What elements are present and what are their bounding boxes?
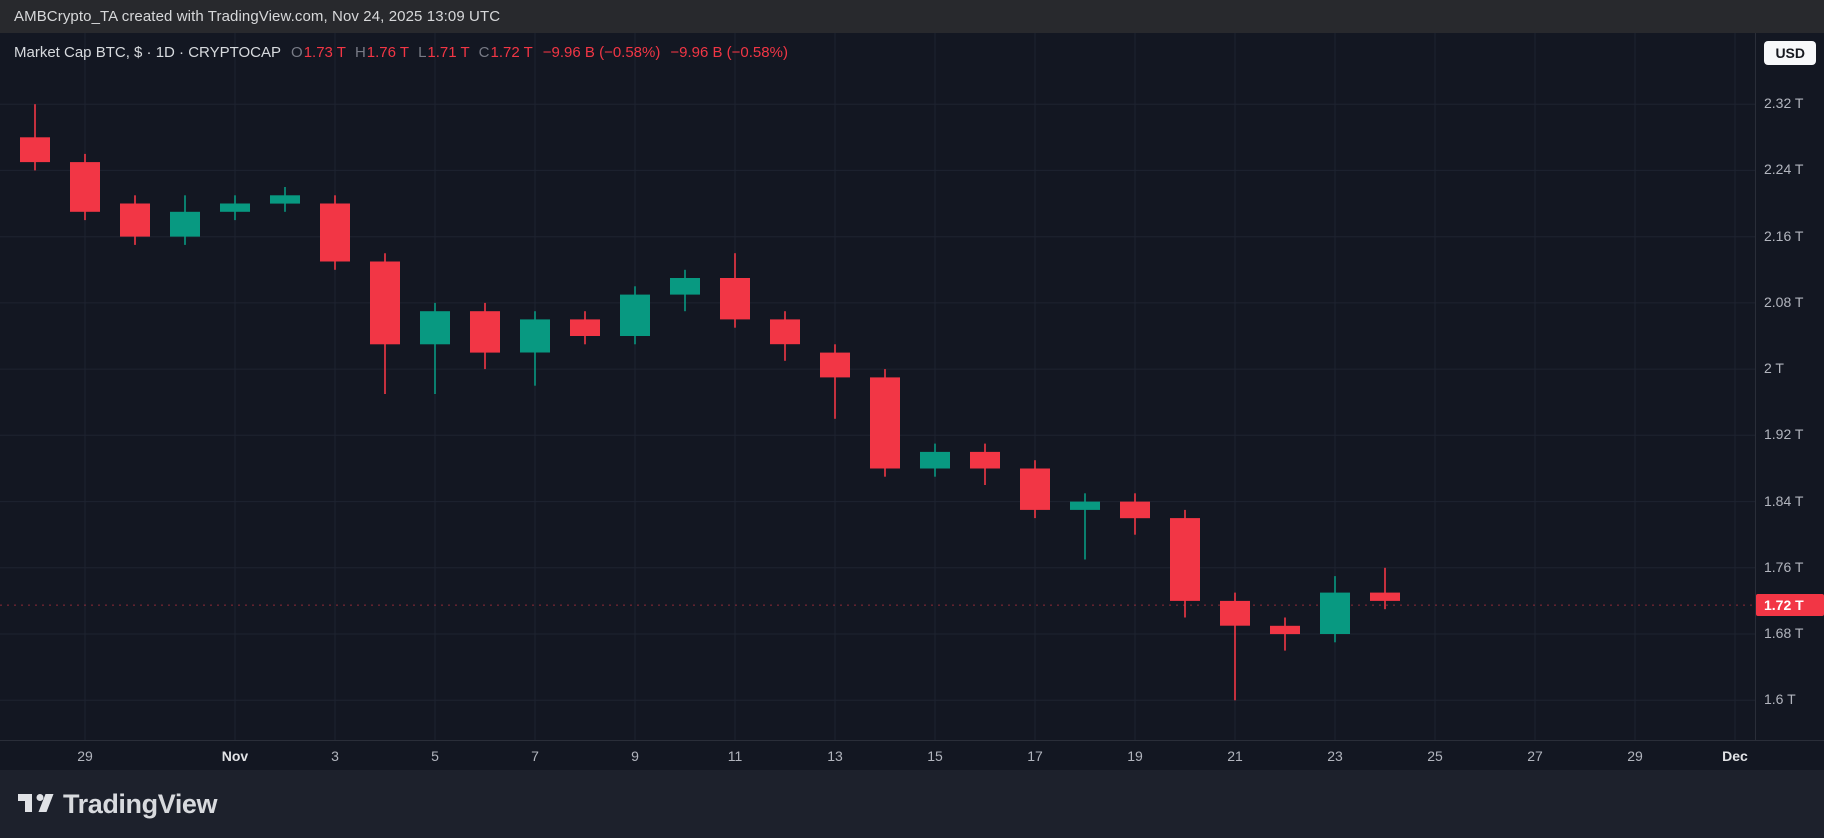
high-value: 1.76 T [366, 44, 410, 61]
candlestick-chart[interactable] [0, 33, 1755, 740]
footer-bar: TradingView [0, 770, 1824, 838]
open-label: O [291, 44, 303, 61]
change-percent: −9.96 B (−0.58%) [670, 44, 788, 61]
tradingview-logo-link[interactable]: TradingView [18, 788, 218, 820]
chart-legend: Market Cap BTC, $ · 1D · CRYPTOCAP O 1.73… [14, 44, 788, 61]
time-axis-label: Dec [1722, 748, 1748, 764]
time-axis-label: 3 [331, 748, 339, 764]
currency-toggle-button[interactable]: USD [1764, 41, 1816, 65]
time-axis-label: 7 [531, 748, 539, 764]
price-axis-label: 2.32 T [1764, 95, 1804, 112]
price-axis[interactable]: 1.72 T 2.32 T 2.24 T 2.16 T 2.08 T 2 T 1.92 T… [1755, 33, 1824, 740]
close-label: C [478, 44, 490, 61]
price-axis-label: 1.68 T [1764, 625, 1804, 642]
time-axis-label: 9 [631, 748, 639, 764]
time-axis-label: 23 [1327, 748, 1343, 764]
low-label: L [418, 44, 427, 61]
tradingview-wordmark: TradingView [63, 788, 218, 819]
ohlc-low: L 1.71 T [418, 44, 470, 61]
price-axis-label: 1.84 T [1764, 492, 1804, 509]
time-axis-label: 19 [1127, 748, 1143, 764]
chart-widget: 1.72 T 2.32 T 2.24 T 2.16 T 2.08 T 2 T 1.92 T… [0, 33, 1824, 770]
time-axis-label: 11 [727, 748, 743, 764]
time-axis-label: 25 [1427, 748, 1443, 764]
price-axis-label: 1.76 T [1764, 558, 1804, 575]
time-axis[interactable]: 29 Nov 3 5 7 9 11 13 15 17 19 21 23 25 27 29 Dec [0, 740, 1824, 770]
ohlc-values: O 1.73 T H 1.76 T L 1.71 T C 1.72 T [291, 44, 533, 61]
low-value: 1.71 T [427, 44, 470, 61]
time-axis-label: 5 [431, 748, 439, 764]
time-axis-label: 29 [77, 748, 93, 764]
change-absolute: −9.96 B (−0.58%) [542, 44, 661, 61]
attribution-bar: AMBCrypto_TA created with TradingView.co… [0, 0, 1824, 33]
chart-pane[interactable] [0, 33, 1755, 740]
open-value: 1.73 T [303, 44, 346, 61]
time-axis-label: 13 [827, 748, 843, 764]
time-axis-label: Nov [221, 748, 249, 764]
time-axis-label: 17 [1027, 748, 1043, 764]
last-price-tag: 1.72 T [1756, 594, 1824, 617]
last-price-label: 1.72 T [1764, 597, 1804, 614]
close-value: 1.72 T [490, 44, 533, 61]
ohlc-close: C 1.72 T [479, 44, 533, 61]
price-axis-label: 2.16 T [1764, 227, 1804, 244]
attribution-text: AMBCrypto_TA created with TradingView.co… [14, 8, 501, 25]
ohlc-high: H 1.76 T [355, 44, 409, 61]
high-label: H [354, 44, 366, 61]
price-axis-label: 1.92 T [1764, 426, 1804, 443]
price-axis-label: 1.6 T [1764, 691, 1796, 708]
time-axis-label: 15 [927, 748, 943, 764]
tradingview-logo-icon [18, 794, 54, 812]
symbol-title: Market Cap BTC, $ · 1D · CRYPTOCAP [14, 44, 282, 61]
price-axis-label: 2.08 T [1764, 293, 1804, 310]
price-axis-label: 2 T [1764, 360, 1784, 377]
time-axis-label: 21 [1227, 748, 1243, 764]
time-axis-label: 27 [1527, 748, 1543, 764]
time-axis-label: 29 [1627, 748, 1643, 764]
ohlc-open: O 1.73 T [291, 44, 346, 61]
price-axis-label: 2.24 T [1764, 161, 1804, 178]
